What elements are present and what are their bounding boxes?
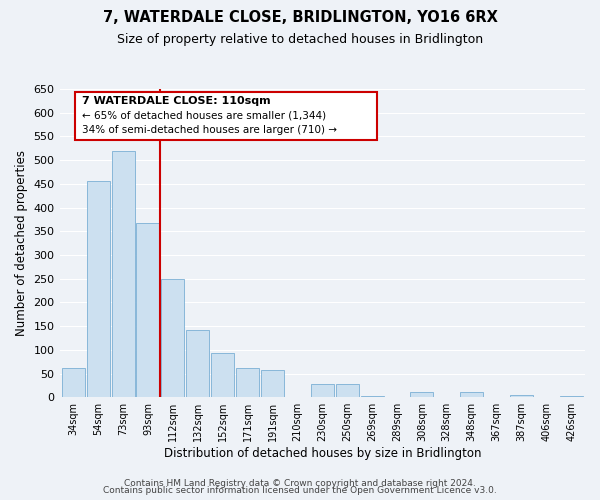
Bar <box>236 368 259 397</box>
Bar <box>560 396 583 397</box>
Text: 7, WATERDALE CLOSE, BRIDLINGTON, YO16 6RX: 7, WATERDALE CLOSE, BRIDLINGTON, YO16 6R… <box>103 10 497 25</box>
Bar <box>460 392 483 397</box>
Text: 34% of semi-detached houses are larger (710) →: 34% of semi-detached houses are larger (… <box>82 126 337 136</box>
Bar <box>311 384 334 397</box>
Bar <box>211 353 234 397</box>
Bar <box>62 368 85 397</box>
Text: Contains HM Land Registry data © Crown copyright and database right 2024.: Contains HM Land Registry data © Crown c… <box>124 478 476 488</box>
Text: 7 WATERDALE CLOSE: 110sqm: 7 WATERDALE CLOSE: 110sqm <box>82 96 270 106</box>
Y-axis label: Number of detached properties: Number of detached properties <box>15 150 28 336</box>
Bar <box>186 330 209 397</box>
Bar <box>510 395 533 397</box>
Bar <box>86 182 110 397</box>
Text: Size of property relative to detached houses in Bridlington: Size of property relative to detached ho… <box>117 32 483 46</box>
Bar <box>361 396 383 397</box>
Bar <box>410 392 433 397</box>
Bar <box>136 222 160 397</box>
Text: ← 65% of detached houses are smaller (1,344): ← 65% of detached houses are smaller (1,… <box>82 110 326 120</box>
X-axis label: Distribution of detached houses by size in Bridlington: Distribution of detached houses by size … <box>164 447 481 460</box>
Bar <box>161 278 184 397</box>
Bar <box>336 384 359 397</box>
FancyBboxPatch shape <box>76 92 377 140</box>
Bar <box>261 370 284 397</box>
Bar <box>112 150 134 397</box>
Text: Contains public sector information licensed under the Open Government Licence v3: Contains public sector information licen… <box>103 486 497 495</box>
